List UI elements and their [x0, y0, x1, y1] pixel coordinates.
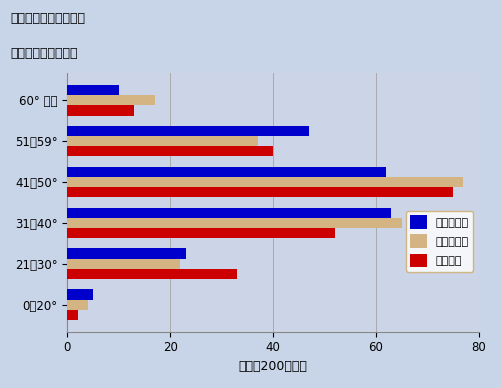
X-axis label: 人数（200人中）: 人数（200人中） — [238, 360, 308, 373]
Text: ファーガソンアングル: ファーガソンアングル — [10, 12, 85, 25]
Bar — [67, 106, 134, 116]
Bar — [67, 146, 273, 156]
Legend: 漫性腿痛群, 急性腿痛群, 健常者群: 漫性腿痛群, 急性腿痛群, 健常者群 — [405, 211, 473, 272]
Bar — [67, 300, 88, 310]
Bar — [67, 218, 401, 228]
Bar — [67, 126, 309, 136]
Bar — [67, 228, 335, 238]
Bar — [67, 177, 463, 187]
Bar — [67, 95, 155, 106]
Text: （腰椎前彊の指標）: （腰椎前彊の指標） — [10, 47, 78, 60]
Bar — [67, 289, 93, 300]
Bar — [67, 208, 391, 218]
Bar — [67, 259, 180, 269]
Bar — [67, 310, 78, 320]
Bar — [67, 187, 453, 197]
Bar — [67, 85, 119, 95]
Bar — [67, 269, 237, 279]
Bar — [67, 136, 258, 146]
Bar — [67, 167, 386, 177]
Bar — [67, 248, 185, 259]
